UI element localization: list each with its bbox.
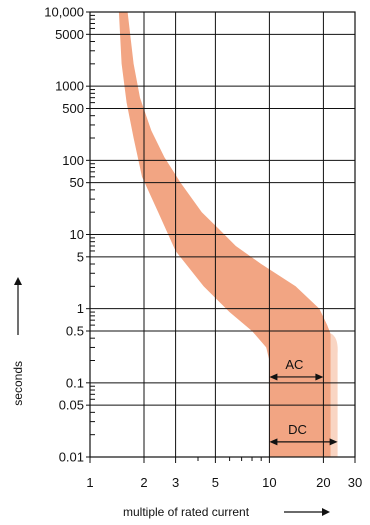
range-arrowhead-right bbox=[329, 438, 338, 446]
x-tick-label: 1 bbox=[86, 475, 93, 490]
y-tick-label: 100 bbox=[62, 153, 84, 168]
y-tick-label: 10 bbox=[70, 227, 84, 242]
y-axis-title: seconds bbox=[11, 361, 25, 406]
x-axis-title: multiple of rated current bbox=[123, 505, 250, 519]
x-tick-label: 30 bbox=[348, 475, 362, 490]
annotations-layer: AC DC bbox=[269, 357, 338, 446]
y-tick-label: 0.5 bbox=[66, 323, 84, 338]
y-tick-label: 50 bbox=[70, 175, 84, 190]
y-tick-label: 0.01 bbox=[59, 450, 84, 465]
range-label-ac: AC bbox=[285, 357, 303, 372]
trip-band-area bbox=[118, 12, 331, 457]
dc-extension-area bbox=[330, 333, 338, 457]
y-tick-label: 1000 bbox=[55, 79, 84, 94]
y-tick-label: 10,000 bbox=[44, 5, 84, 20]
y-tick-label: 500 bbox=[62, 101, 84, 116]
range-arrowhead-right bbox=[315, 373, 324, 381]
y-tick-label: 1 bbox=[77, 301, 84, 316]
y-tick-label: 0.05 bbox=[59, 398, 84, 413]
range-arrowhead-left bbox=[269, 438, 278, 446]
x-axis-arrow bbox=[284, 508, 330, 516]
y-tick-label: 0.1 bbox=[66, 375, 84, 390]
x-tick-label: 20 bbox=[316, 475, 330, 490]
x-tick-label: 2 bbox=[140, 475, 147, 490]
grid-layer bbox=[90, 12, 356, 457]
x-tick-label: 10 bbox=[262, 475, 276, 490]
x-tick-label: 3 bbox=[172, 475, 179, 490]
y-tick-label: 5 bbox=[77, 249, 84, 264]
y-axis-arrow bbox=[14, 277, 22, 335]
y-tick-label: 5000 bbox=[55, 27, 84, 42]
ticks-layer: 10,000 5000 1000 500 100 50 10 5 1 0.5 0.1 0.05 0.01… bbox=[44, 5, 362, 491]
range-label-dc: DC bbox=[288, 422, 307, 437]
x-tick-label: 5 bbox=[212, 475, 219, 490]
range-arrowhead-left bbox=[269, 373, 278, 381]
band-layer bbox=[118, 12, 338, 457]
